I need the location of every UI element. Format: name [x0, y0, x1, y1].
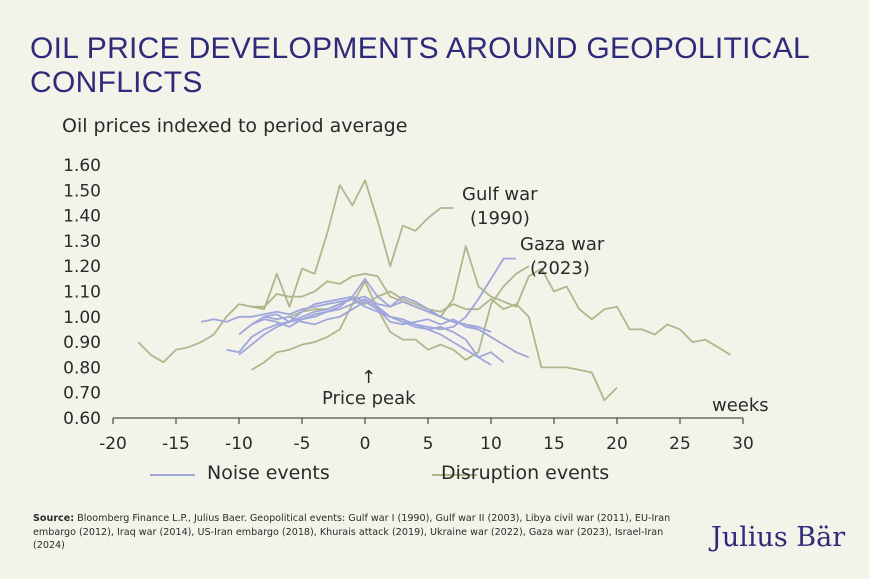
chart-title: OIL PRICE DEVELOPMENTS AROUND GEOPOLITIC… — [30, 32, 809, 99]
legend-swatch-noise — [150, 474, 195, 476]
annotation-gulf-war-line2: (1990) — [470, 208, 530, 229]
y-tick-label: 1.10 — [63, 283, 101, 303]
annotation-price-peak: Price peak — [322, 388, 416, 409]
y-tick-label: 0.60 — [63, 409, 101, 429]
chart-subtitle: Oil prices indexed to period average — [62, 115, 408, 137]
y-tick-label: 0.90 — [63, 333, 101, 353]
x-tick-label: 0 — [360, 434, 371, 454]
x-tick-label: -5 — [294, 434, 311, 454]
x-tick-label: -10 — [225, 434, 253, 454]
series-line-disruption-event-b — [251, 265, 530, 371]
x-tick-label: 30 — [732, 434, 754, 454]
annotation-layer: Gulf war (1990) Gaza war (2023) ↑ Price … — [322, 184, 769, 416]
price-peak-arrow: ↑ — [361, 367, 376, 388]
y-tick-label: 0.70 — [63, 384, 101, 404]
x-tick-label: 15 — [543, 434, 565, 454]
x-tick-label: 10 — [480, 434, 502, 454]
brand-logo: Julius Bär — [711, 522, 846, 553]
y-tick-label: 1.60 — [63, 156, 101, 176]
x-tick-label: 20 — [606, 434, 628, 454]
y-tick-label: 1.30 — [63, 232, 101, 252]
y-tick-label: 1.40 — [63, 207, 101, 227]
series-line-noise-event-e — [264, 300, 492, 338]
source-text: Bloomberg Finance L.P., Julius Baer. Geo… — [33, 513, 671, 551]
y-tick-label: 1.00 — [63, 308, 101, 328]
x-tick-label: 5 — [423, 434, 434, 454]
annotation-gulf-war-line1: Gulf war — [462, 184, 538, 205]
legend-label-disruption: Disruption events — [441, 462, 610, 484]
x-tick-label: 25 — [669, 434, 691, 454]
annotation-weeks: weeks — [712, 395, 769, 416]
y-tick-label: 1.50 — [63, 181, 101, 201]
source-label: Source: — [33, 513, 75, 524]
x-tick-label: -15 — [162, 434, 190, 454]
legend-swatch-disruption — [432, 474, 477, 476]
y-tick-label: 1.20 — [63, 257, 101, 277]
legend-label-noise: Noise events — [207, 462, 330, 484]
annotation-gaza-war-line1: Gaza war — [520, 234, 605, 255]
source-note: Source: Bloomberg Finance L.P., Julius B… — [33, 512, 673, 553]
series-line-disruption-event-a — [137, 245, 731, 364]
x-tick-label: -20 — [99, 434, 127, 454]
tick-layer: -20 -15 -10 -5 0 5 10 15 20 25 30 0.60 0.70 0.80 0.90 1… — [63, 156, 754, 454]
series-layer — [137, 179, 731, 402]
series-line-noise-event-b — [226, 298, 505, 364]
y-tick-label: 0.80 — [63, 358, 101, 378]
annotation-gaza-war-line2: (2023) — [530, 258, 590, 279]
series-line-gulf-war-1990 — [251, 179, 454, 311]
